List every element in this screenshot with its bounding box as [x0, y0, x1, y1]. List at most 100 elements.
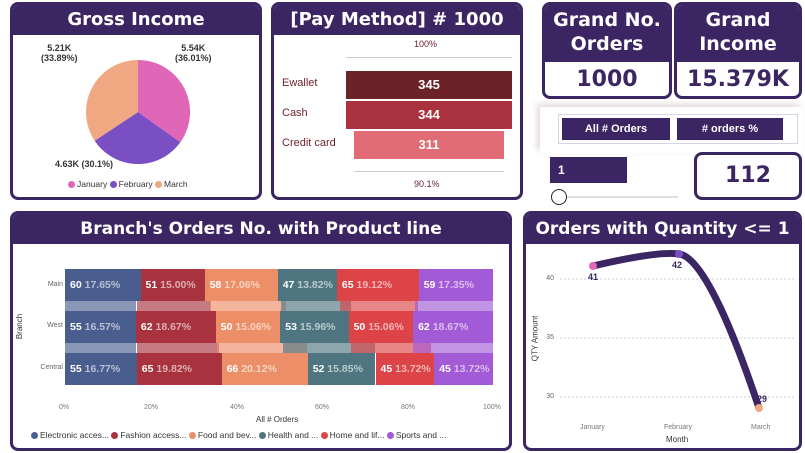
all-orders-button[interactable]: All # Orders [562, 118, 670, 140]
bar-main-food[interactable]: 58 17.06% [204, 269, 278, 301]
branch-x-axis-label: All # Orders [256, 415, 299, 424]
funnel-top-pct: 100% [414, 39, 438, 49]
xtick-0: 0% [59, 404, 70, 411]
pie-label-march: 5.21K (33.89%) [41, 43, 78, 63]
qty-ytick-40: 40 [546, 275, 554, 282]
ribbons-layer [65, 269, 493, 395]
ribbon-food-1 [210, 301, 286, 311]
ribbon-health-2 [283, 343, 375, 353]
legend-sports[interactable]: Sports and ... [386, 430, 446, 440]
ribbon-food-2 [217, 343, 307, 353]
bar-main-sports[interactable]: 59 17.35% [418, 269, 493, 301]
funnel-bottom-line [354, 171, 504, 172]
bar-main-health[interactable]: 47 13.82% [277, 269, 337, 301]
bar-central-sports[interactable]: 45 13.72% [434, 353, 493, 385]
qty-xtick-mar: March [751, 424, 771, 431]
gross-income-title: Gross Income [13, 5, 259, 35]
branch-legend: Electronic acces... Fashion access... Fo… [31, 430, 446, 440]
funnel-label-cash: Cash [282, 107, 308, 119]
orders-pct-button[interactable]: # orders % [677, 118, 783, 140]
grand-orders-title: Grand No. Orders [545, 5, 669, 62]
funnel-label-credit-card: Credit card [282, 137, 336, 149]
xtick-40: 40% [230, 404, 245, 411]
qty-line-chart[interactable] [526, 214, 799, 448]
bar-central-electronic[interactable]: 55 16.77% [65, 353, 137, 385]
grand-income-title: Grand Income [677, 5, 799, 62]
xtick-20: 20% [144, 404, 159, 411]
ribbon-electronic-2 [65, 343, 136, 353]
funnel-bottom-pct: 90.1% [414, 179, 440, 189]
bar-west-sports[interactable]: 62 18.67% [413, 311, 493, 343]
ytick-central: Central [40, 364, 63, 371]
bar-west-electronic[interactable]: 55 16.57% [65, 311, 136, 343]
qty-xtick-feb: February [664, 424, 693, 431]
bar-central-home[interactable]: 45 13.72% [375, 353, 435, 385]
funnel-bar-ewallet[interactable]: 345 [346, 71, 512, 99]
pie-slice-january [138, 59, 191, 143]
xtick-80: 80% [401, 404, 416, 411]
ribbon-home-2 [351, 343, 431, 353]
bar-central-fashion[interactable]: 65 19.82% [136, 353, 222, 385]
qty-ytick-35: 35 [546, 334, 554, 341]
bar-west-food[interactable]: 50 15.06% [215, 311, 281, 343]
gross-income-pie[interactable] [73, 47, 203, 177]
legend-item-january[interactable]: January [68, 179, 107, 189]
orders-qty-title: Orders with Quantity <= 1 [526, 214, 799, 244]
pie-slice-march [85, 60, 138, 141]
bar-main-fashion[interactable]: 51 15.00% [140, 269, 205, 301]
pie-label-january: 5.54K (36.01%) [175, 43, 212, 63]
bar-central-health[interactable]: 52 15.85% [307, 353, 376, 385]
funnel-label-ewallet: Ewallet [282, 77, 318, 89]
count-card: 112 [694, 152, 802, 200]
button-group-border [558, 114, 798, 144]
bar-main-electronic[interactable]: 60 17.65% [65, 269, 141, 301]
branch-y-axis-label: Branch [15, 313, 25, 340]
ribbon-sports-2 [413, 343, 493, 353]
pie-slice-february [94, 112, 181, 165]
ribbon-sports-1 [415, 301, 493, 311]
xtick-100: 100% [483, 404, 501, 411]
slider-value-box[interactable]: 1 [550, 157, 627, 183]
grand-income-value: 15.379K [687, 67, 789, 92]
grand-income-card: Grand Income 15.379K [674, 2, 802, 99]
ribbon-fashion-2 [137, 343, 219, 353]
legend-item-march[interactable]: March [155, 179, 188, 189]
qty-label-mar: 29 [757, 394, 768, 404]
bar-main-home[interactable]: 65 19.12% [336, 269, 419, 301]
legend-home[interactable]: Home and lif... [320, 430, 384, 440]
pie-legend: January February March [68, 179, 188, 189]
pay-method-card: [Pay Method] # 1000 100% Ewallet 345 Cas… [271, 2, 523, 200]
bar-west-health[interactable]: 53 15.96% [280, 311, 349, 343]
ribbon-electronic-1 [65, 301, 136, 311]
funnel-bar-credit-card[interactable]: 311 [354, 131, 504, 159]
legend-food[interactable]: Food and bev... [188, 430, 256, 440]
qty-ytick-30: 30 [546, 393, 554, 400]
pie-label-february: 4.63K (30.1%) [55, 159, 114, 169]
slider-handle[interactable] [551, 189, 567, 205]
legend-electronic[interactable]: Electronic acces... [31, 430, 109, 440]
pay-method-title: [Pay Method] # 1000 [274, 5, 520, 35]
funnel-bar-cash[interactable]: 344 [346, 101, 512, 129]
gross-income-card: Gross Income 5.21K (33.89%) 5.54K (36.01… [10, 2, 262, 200]
ribbon-health-1 [281, 301, 351, 311]
bar-central-food[interactable]: 66 20.12% [221, 353, 308, 385]
legend-fashion[interactable]: Fashion access... [111, 430, 187, 440]
bar-west-fashion[interactable]: 62 18.67% [135, 311, 216, 343]
qty-x-axis-label: Month [666, 435, 689, 444]
ribbon-home-1 [340, 301, 418, 311]
qty-label-feb: 42 [672, 260, 683, 270]
xtick-60: 60% [315, 404, 330, 411]
ytick-west: West [47, 322, 63, 329]
grand-orders-value: 1000 [576, 67, 638, 92]
bar-west-home[interactable]: 50 15.06% [348, 311, 414, 343]
legend-item-february[interactable]: February [109, 179, 153, 189]
grand-orders-card: Grand No. Orders 1000 [542, 2, 672, 99]
qty-label-jan: 41 [588, 272, 599, 282]
qty-xtick-jan: January [580, 424, 605, 431]
button-group: All # Orders # orders % [540, 107, 802, 153]
legend-health[interactable]: Health and ... [258, 430, 318, 440]
branch-chart-card: Branch's Orders No. with Product line Br… [10, 211, 512, 451]
slider-track[interactable] [560, 196, 678, 198]
ytick-main: Main [47, 281, 63, 288]
ribbon-fashion-1 [137, 301, 211, 311]
